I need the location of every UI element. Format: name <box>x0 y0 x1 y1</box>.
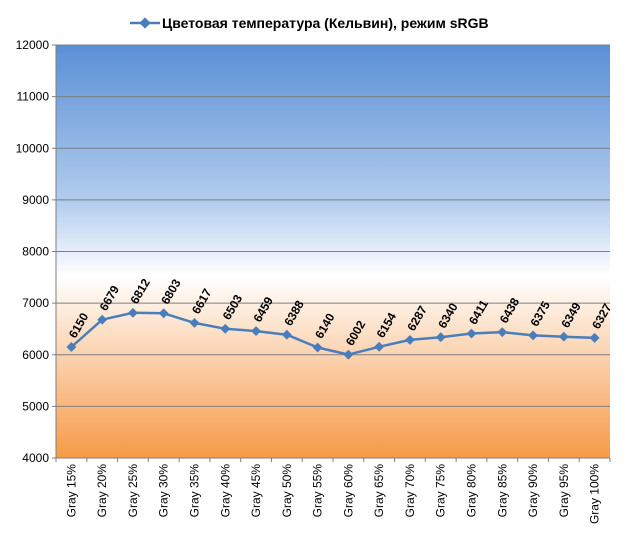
x-tick-label: Gray 20% <box>95 464 109 518</box>
x-tick-label: Gray 60% <box>341 464 355 518</box>
x-tick-label: Gray 30% <box>157 464 171 518</box>
x-tick-label: Gray 65% <box>372 464 386 518</box>
data-point <box>435 332 446 343</box>
x-axis-ticks: Gray 15% Gray 20% Gray 25% Gray 30% Gray 35%… <box>64 464 601 524</box>
legend-marker <box>139 17 151 29</box>
x-tick-label: Gray 80% <box>465 464 479 518</box>
legend: Цветовая температура (Кельвин), режим sR… <box>130 15 489 31</box>
data-point <box>528 330 539 341</box>
data-point <box>251 326 262 337</box>
x-tick-label: Gray 35% <box>188 464 202 518</box>
x-tick-label: Gray 45% <box>249 464 263 518</box>
data-point <box>312 342 323 353</box>
x-tick-label: Gray 15% <box>64 464 78 518</box>
data-point <box>189 317 200 328</box>
data-point <box>497 327 508 338</box>
data-point <box>404 334 415 345</box>
data-point <box>466 328 477 339</box>
x-tick-label: Gray 25% <box>126 464 140 518</box>
series-layer <box>66 307 600 360</box>
y-tick-label: 5000 <box>22 399 49 413</box>
data-point <box>589 332 600 343</box>
data-point <box>220 323 231 334</box>
x-tick-label: Gray 55% <box>311 464 325 518</box>
data-point <box>374 341 385 352</box>
x-tick-label: Gray 50% <box>280 464 294 518</box>
data-point <box>281 329 292 340</box>
y-tick-label: 8000 <box>22 245 49 259</box>
axes <box>52 44 611 462</box>
x-tick-label: Gray 75% <box>434 464 448 518</box>
data-point <box>343 349 354 360</box>
data-point <box>558 331 569 342</box>
y-tick-label: 7000 <box>22 296 49 310</box>
y-tick-label: 6000 <box>22 348 49 362</box>
y-tick-label: 4000 <box>22 451 49 465</box>
y-tick-label: 10000 <box>16 141 50 155</box>
data-point <box>158 308 169 319</box>
y-tick-label: 9000 <box>22 193 49 207</box>
data-point <box>127 307 138 318</box>
legend-label: Цветовая температура (Кельвин), режим sR… <box>162 15 489 31</box>
x-tick-label: Gray 85% <box>495 464 509 518</box>
x-tick-label: Gray 70% <box>403 464 417 518</box>
x-tick-label: Gray 100% <box>588 464 602 524</box>
y-tick-label: 12000 <box>16 38 50 52</box>
y-tick-label: 11000 <box>17 90 50 104</box>
series-line <box>70 311 595 356</box>
y-axis-ticks: 4000 5000 6000 7000 8000 9000 10000 11000 12000 <box>16 38 50 465</box>
x-tick-label: Gray 40% <box>218 464 232 518</box>
x-tick-label: Gray 90% <box>526 464 540 518</box>
x-tick-label: Gray 95% <box>557 464 571 518</box>
